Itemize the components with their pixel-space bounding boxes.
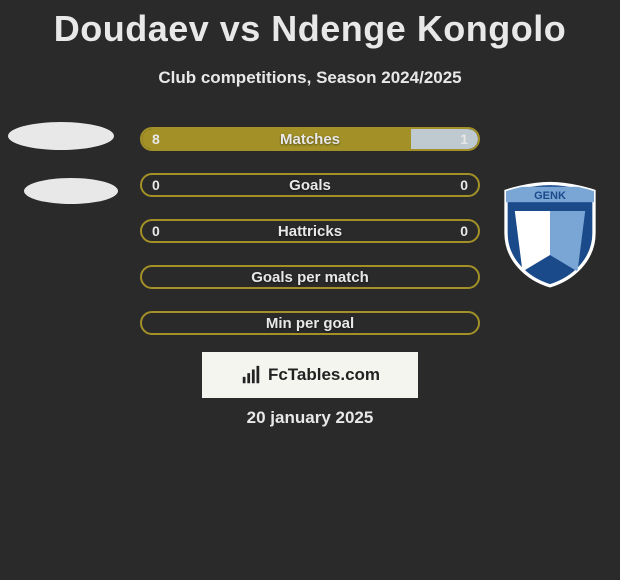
avatar-ellipse-1 <box>8 122 114 150</box>
bar-label: Min per goal <box>142 313 478 333</box>
bar-label: Goals per match <box>142 267 478 287</box>
page-title: Doudaev vs Ndenge Kongolo <box>0 0 620 50</box>
comparison-bars: 81Matches 00Goals 00Hattricks Goals per mat… <box>140 127 480 357</box>
team-badge: GENK <box>495 178 605 288</box>
stat-bar-goals: 00Goals <box>140 173 480 197</box>
stat-bar-min-per-goal: Min per goal <box>140 311 480 335</box>
stat-bar-matches: 81Matches <box>140 127 480 151</box>
date-text: 20 january 2025 <box>0 408 620 428</box>
attribution-box: FcTables.com <box>202 352 418 398</box>
subtitle: Club competitions, Season 2024/2025 <box>0 68 620 88</box>
bar-label: Matches <box>142 129 478 149</box>
attribution-text: FcTables.com <box>268 365 380 385</box>
badge-team-text: GENK <box>534 190 566 202</box>
genk-shield-icon: GENK <box>495 178 605 288</box>
stat-bar-goals-per-match: Goals per match <box>140 265 480 289</box>
chart-icon <box>240 364 262 386</box>
bar-label: Hattricks <box>142 221 478 241</box>
bar-label: Goals <box>142 175 478 195</box>
avatar-ellipse-2 <box>24 178 118 204</box>
stat-bar-hattricks: 00Hattricks <box>140 219 480 243</box>
